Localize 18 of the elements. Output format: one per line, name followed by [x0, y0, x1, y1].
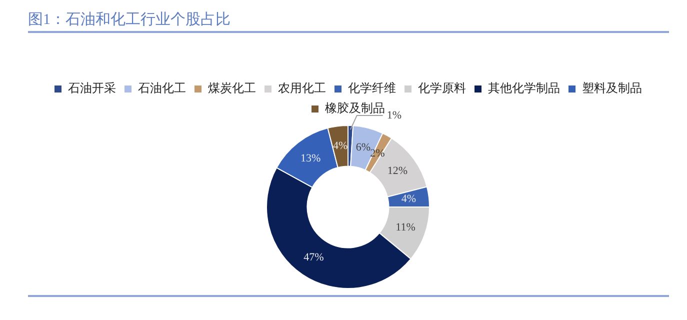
- legend-label: 石油开采: [68, 81, 116, 96]
- legend-label: 煤炭化工: [208, 81, 256, 96]
- legend-label: 化学原料: [418, 81, 466, 96]
- legend-label: 塑料及制品: [582, 81, 642, 96]
- data-label: 11%: [396, 222, 416, 234]
- data-label: 13%: [300, 152, 321, 165]
- data-label: 4%: [333, 140, 348, 152]
- legend-label: 化学纤维: [348, 81, 396, 96]
- legend-label: 石油化工: [138, 81, 186, 96]
- data-label: 6%: [356, 142, 371, 154]
- legend-label: 橡胶及制品: [325, 101, 385, 116]
- data-label: 1%: [386, 109, 402, 122]
- data-label: 4%: [401, 193, 416, 206]
- legend-label: 其他化学制品: [488, 81, 560, 96]
- chart-title: 图1：石油和化工行业个股占比: [27, 10, 232, 30]
- data-label: 12%: [387, 164, 408, 177]
- data-label: 47%: [304, 251, 324, 264]
- legend-label: 农用化工: [278, 81, 326, 96]
